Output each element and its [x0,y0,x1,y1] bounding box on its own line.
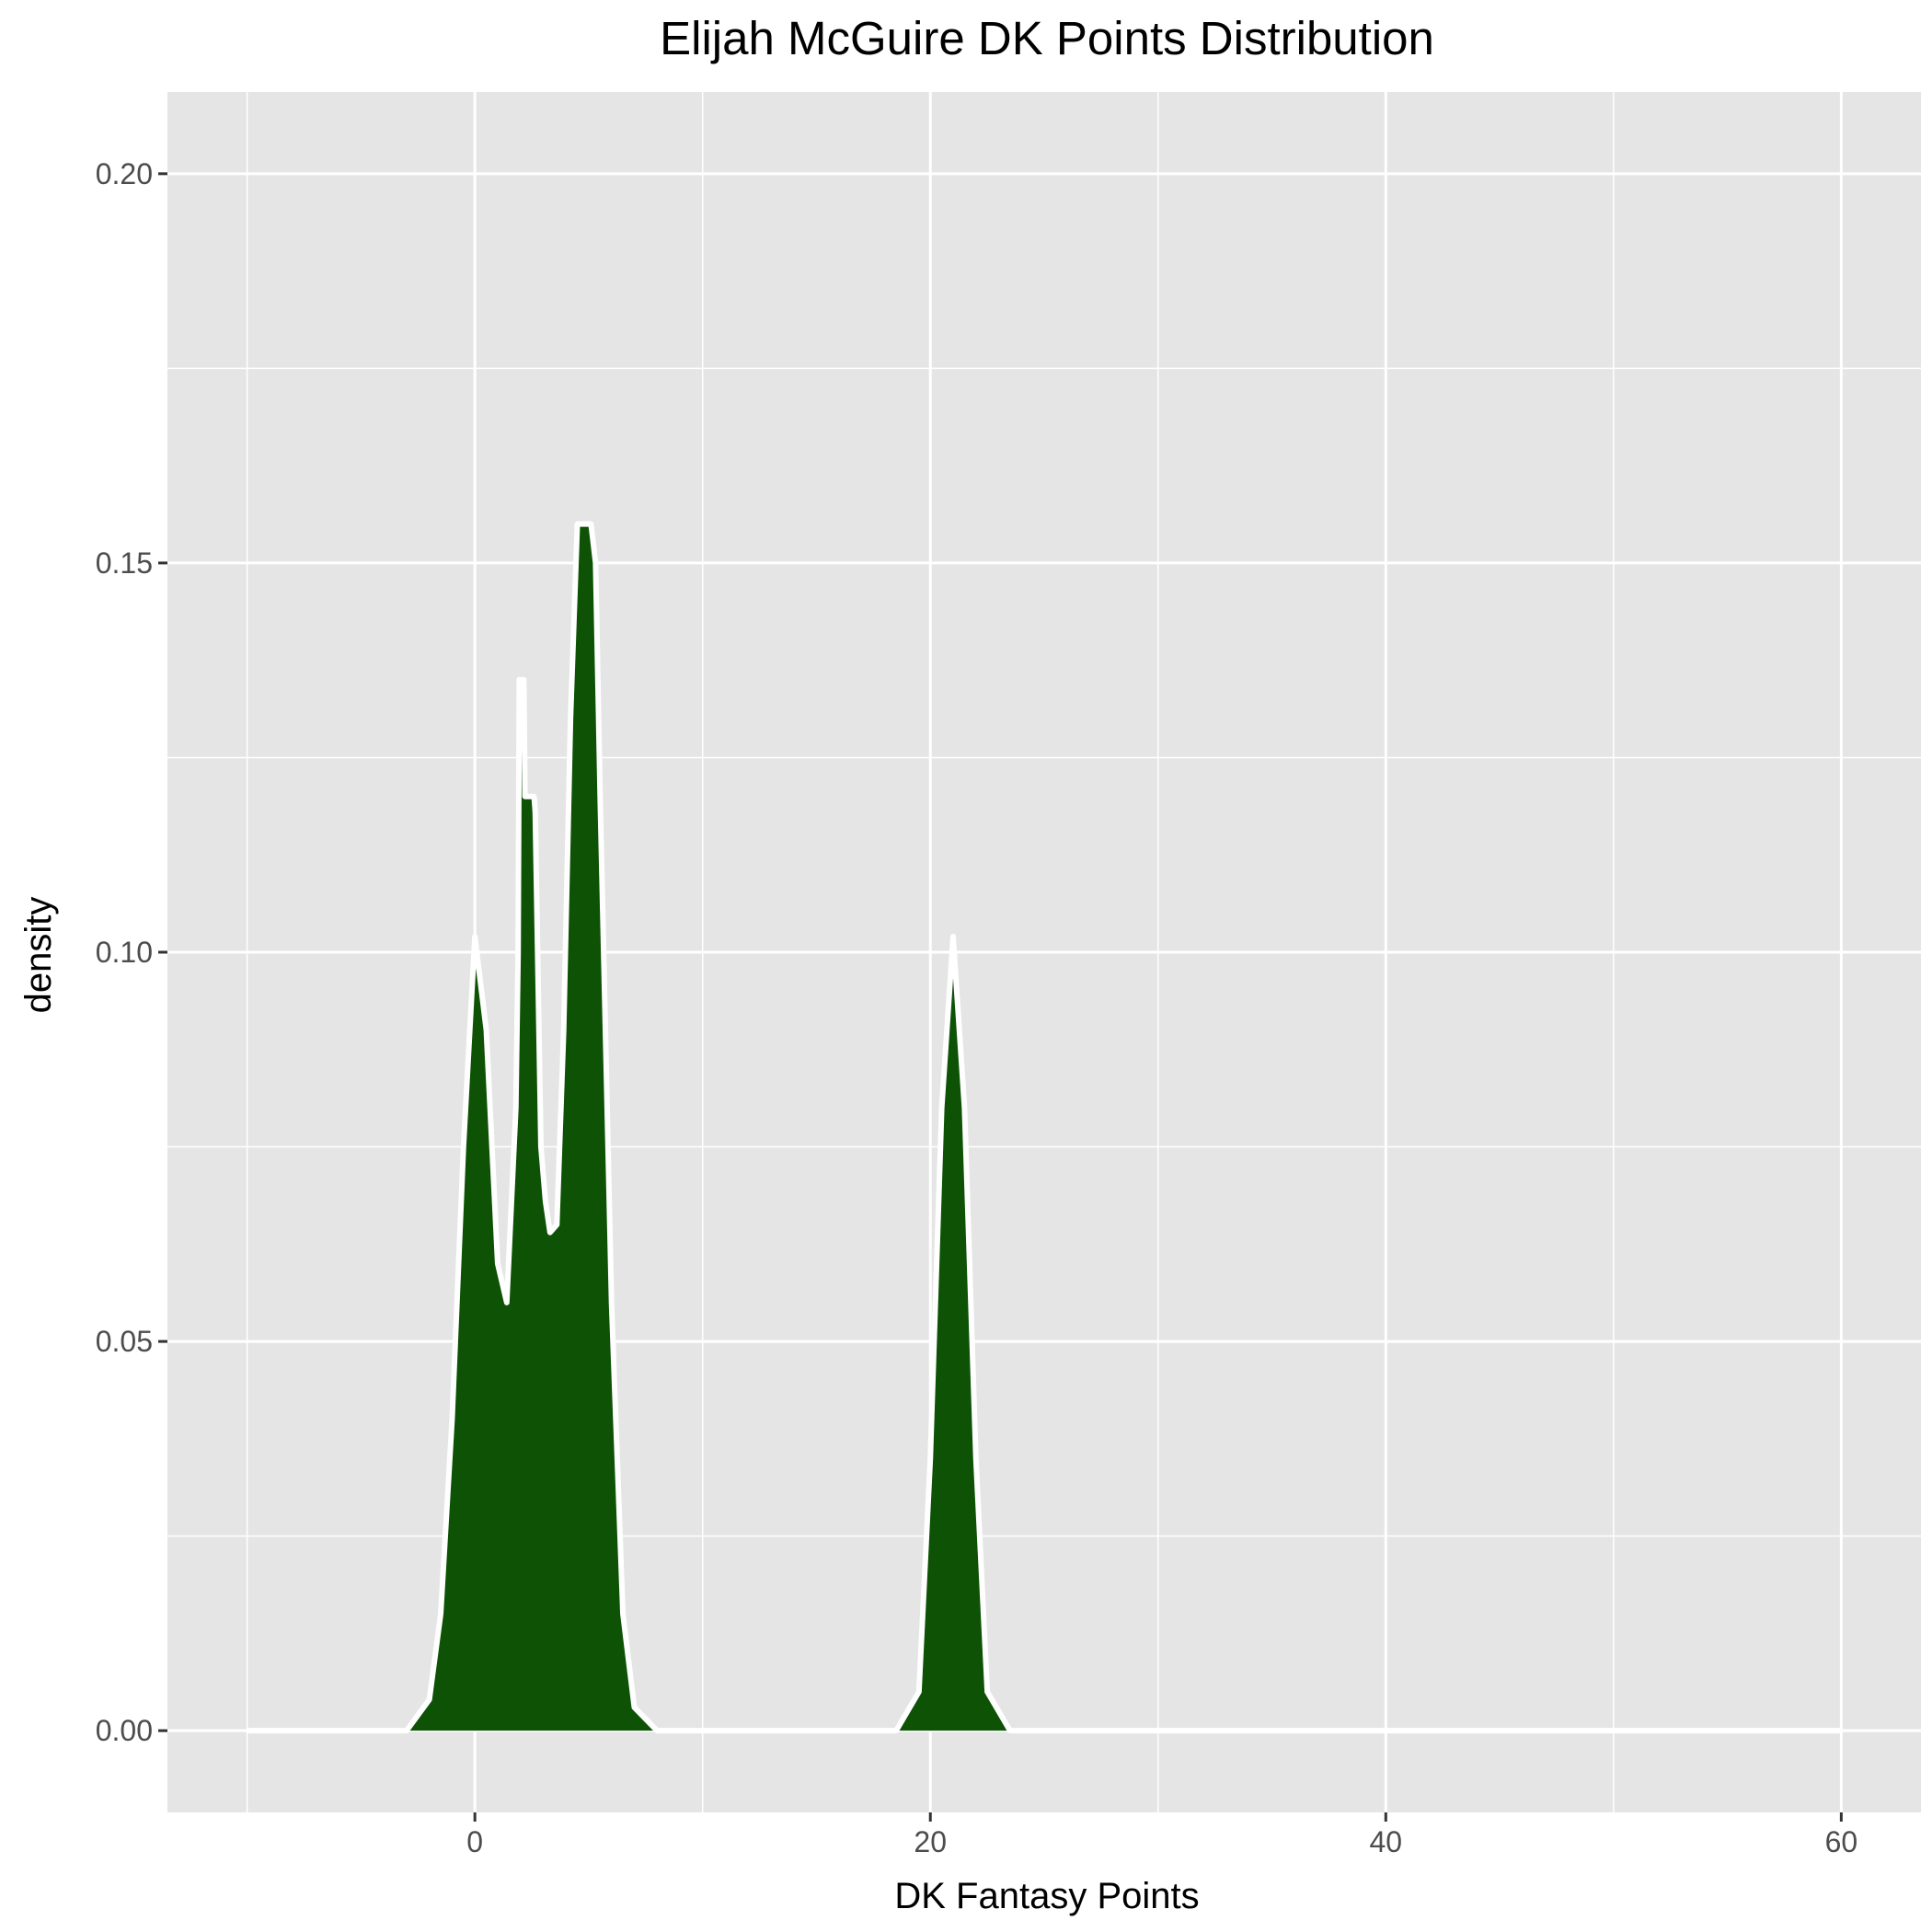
y-tick-label: 0.05 [96,1325,153,1358]
x-tick-label: 60 [1825,1825,1858,1858]
density-area-layer [247,521,1842,1734]
y-tick-label: 0.15 [96,546,153,580]
density-outline [247,521,1842,1734]
chart-title: Elijah McGuire DK Points Distribution [660,12,1434,64]
y-tick-label: 0.20 [96,157,153,190]
density-area-fill [247,523,1842,1731]
x-axis-title: DK Fantasy Points [894,1876,1199,1916]
x-tick-label: 0 [466,1825,483,1858]
y-axis-title: density [18,897,59,1014]
x-tick-label: 40 [1370,1825,1403,1858]
y-tick-label: 0.00 [96,1714,153,1747]
y-tick-label: 0.10 [96,936,153,969]
y-axis: 0.00 0.05 0.10 0.15 0.20 [96,157,167,1747]
x-axis: 0 20 40 60 [466,1812,1857,1858]
x-tick-label: 20 [914,1825,947,1858]
